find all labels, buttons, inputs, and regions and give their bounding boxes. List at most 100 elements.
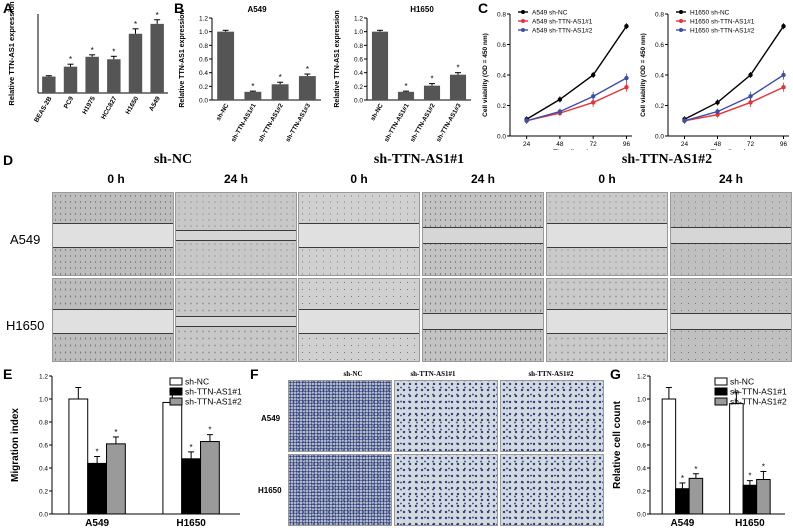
y-tick-label: 0.6 [199, 57, 208, 64]
y-axis-label: Cell viability (OD = 450 nm) [640, 33, 647, 117]
panel-label-f: F [250, 366, 259, 382]
bar [107, 59, 121, 93]
bar [42, 76, 56, 93]
significance-mark: * [681, 474, 684, 483]
x-tick-label: H1650 [735, 518, 765, 529]
transwell-image [500, 454, 604, 526]
series-line [684, 74, 784, 122]
panel-d-wound-healing: sh-NC sh-TTN-AS1#1 sh-TTN-AS1#2 0 h 24 h… [0, 150, 793, 364]
x-tick-label: sh-TTN-AS1#2 [257, 102, 285, 143]
wound-image [298, 278, 420, 362]
x-tick-label: 48 [714, 141, 722, 148]
wound-edge-line [176, 316, 296, 317]
series-line [526, 86, 627, 122]
bar [688, 477, 704, 515]
data-point [524, 118, 529, 123]
significance-mark: * [91, 46, 94, 55]
y-tick-label: 0.4 [199, 70, 208, 77]
panel-label-b: B [174, 0, 185, 16]
significance-mark: * [114, 428, 117, 437]
significance-mark: * [762, 462, 765, 471]
y-tick-label: 0.4 [637, 466, 646, 473]
f-col-header-as1: sh-TTN-AS1#1 [410, 370, 456, 378]
chart-b-a549: 0.0 0.2 0.4 0.6 0.8 1.0 1.2 Relative TTN-AS1 ex… [179, 5, 321, 143]
wound-gap [299, 310, 419, 333]
legend-label: A549 sh-NC [532, 10, 568, 17]
y-axis-label: Relative TTN-AS1 expression [334, 10, 341, 107]
bar [106, 443, 126, 515]
significance-mark: * [190, 443, 193, 452]
data-point [781, 24, 786, 29]
transwell-image [288, 380, 392, 452]
data-point [624, 75, 629, 81]
bar [181, 458, 202, 515]
legend-swatch [169, 377, 183, 386]
wound-gap [423, 228, 543, 243]
wound-image [175, 278, 297, 362]
chart-a-expression: Relative TTN-AS1 expression BEAS-2B * PC9 * H… [7, 1, 168, 124]
wound-image [546, 278, 668, 362]
wound-image [422, 278, 544, 362]
transwell-image [288, 454, 392, 526]
y-tick-label: 0.4 [497, 73, 506, 80]
f-row-label-h1650: H1650 [258, 486, 282, 495]
legend-label: sh-TTN-AS1#1 [730, 387, 787, 397]
series-line [526, 25, 628, 120]
x-tick-label: sh-TTN-AS1#3 [285, 102, 313, 143]
significance-mark: * [96, 448, 99, 457]
legend-marker [521, 10, 525, 14]
group-header-nc: sh-NC [153, 152, 193, 167]
legend-label: A549 sh-TTN-AS1#1 [532, 19, 593, 26]
y-tick-label: 0.6 [354, 57, 363, 64]
bar [85, 56, 99, 93]
data-point [624, 85, 629, 90]
bar [244, 91, 262, 100]
significance-mark: * [430, 75, 433, 84]
legend-marker [521, 19, 525, 23]
bar [217, 31, 235, 101]
data-point [781, 72, 786, 78]
x-tick-label: sh-NC [369, 102, 385, 122]
x-tick-label: H1650 [125, 95, 141, 115]
y-axis-label: Relative TTN-AS1 expression [7, 1, 16, 106]
data-point [557, 109, 563, 114]
wound-edge-line [423, 227, 543, 228]
y-tick-label: 0.6 [497, 42, 506, 49]
wound-image [298, 192, 420, 276]
bar [742, 484, 758, 515]
x-tick-label: PC9 [63, 95, 76, 110]
transwell-image [500, 380, 604, 452]
y-tick-label: 0.0 [655, 134, 664, 141]
wound-edge-line [423, 243, 543, 244]
wound-edge-line [423, 313, 543, 314]
wound-edge-line [547, 223, 667, 224]
significance-mark: * [748, 472, 751, 481]
x-axis-label: Time (hour) [711, 149, 747, 150]
y-tick-label: 0.2 [39, 489, 48, 496]
x-tick-label: sh-NC [215, 102, 231, 122]
significance-mark: * [251, 82, 254, 91]
bar [298, 76, 316, 100]
data-point [682, 118, 687, 123]
legend-label: sh-TTN-AS1#1 [185, 387, 242, 397]
significance-mark: * [456, 64, 459, 73]
wound-gap [547, 224, 667, 247]
wound-edge-line [671, 329, 791, 330]
y-tick-label: 0.0 [199, 98, 208, 105]
bar [397, 91, 415, 100]
wound-gap [671, 314, 791, 329]
y-tick-label: 0.2 [199, 84, 208, 91]
wound-edge-line [53, 247, 173, 248]
x-tick-label: A549 [148, 95, 162, 112]
x-tick-label: HCC827 [100, 95, 119, 120]
time-24h-as1: 24 h [470, 172, 495, 186]
x-tick-label: 96 [623, 141, 631, 148]
time-0h-nc: 0 h [107, 172, 125, 186]
chart-c-h1650: 0.0 0.2 0.4 0.6 0.8 Cell viability (OD = 450 … [640, 10, 789, 150]
significance-mark: * [404, 82, 407, 91]
chart-title: H1650 [410, 5, 434, 14]
chart-c-a549: 0.0 0.2 0.4 0.6 0.8 Cell viability (OD = 450 … [482, 10, 632, 150]
data-point [715, 109, 720, 114]
bar [128, 33, 143, 93]
x-tick-label: 48 [556, 141, 564, 148]
